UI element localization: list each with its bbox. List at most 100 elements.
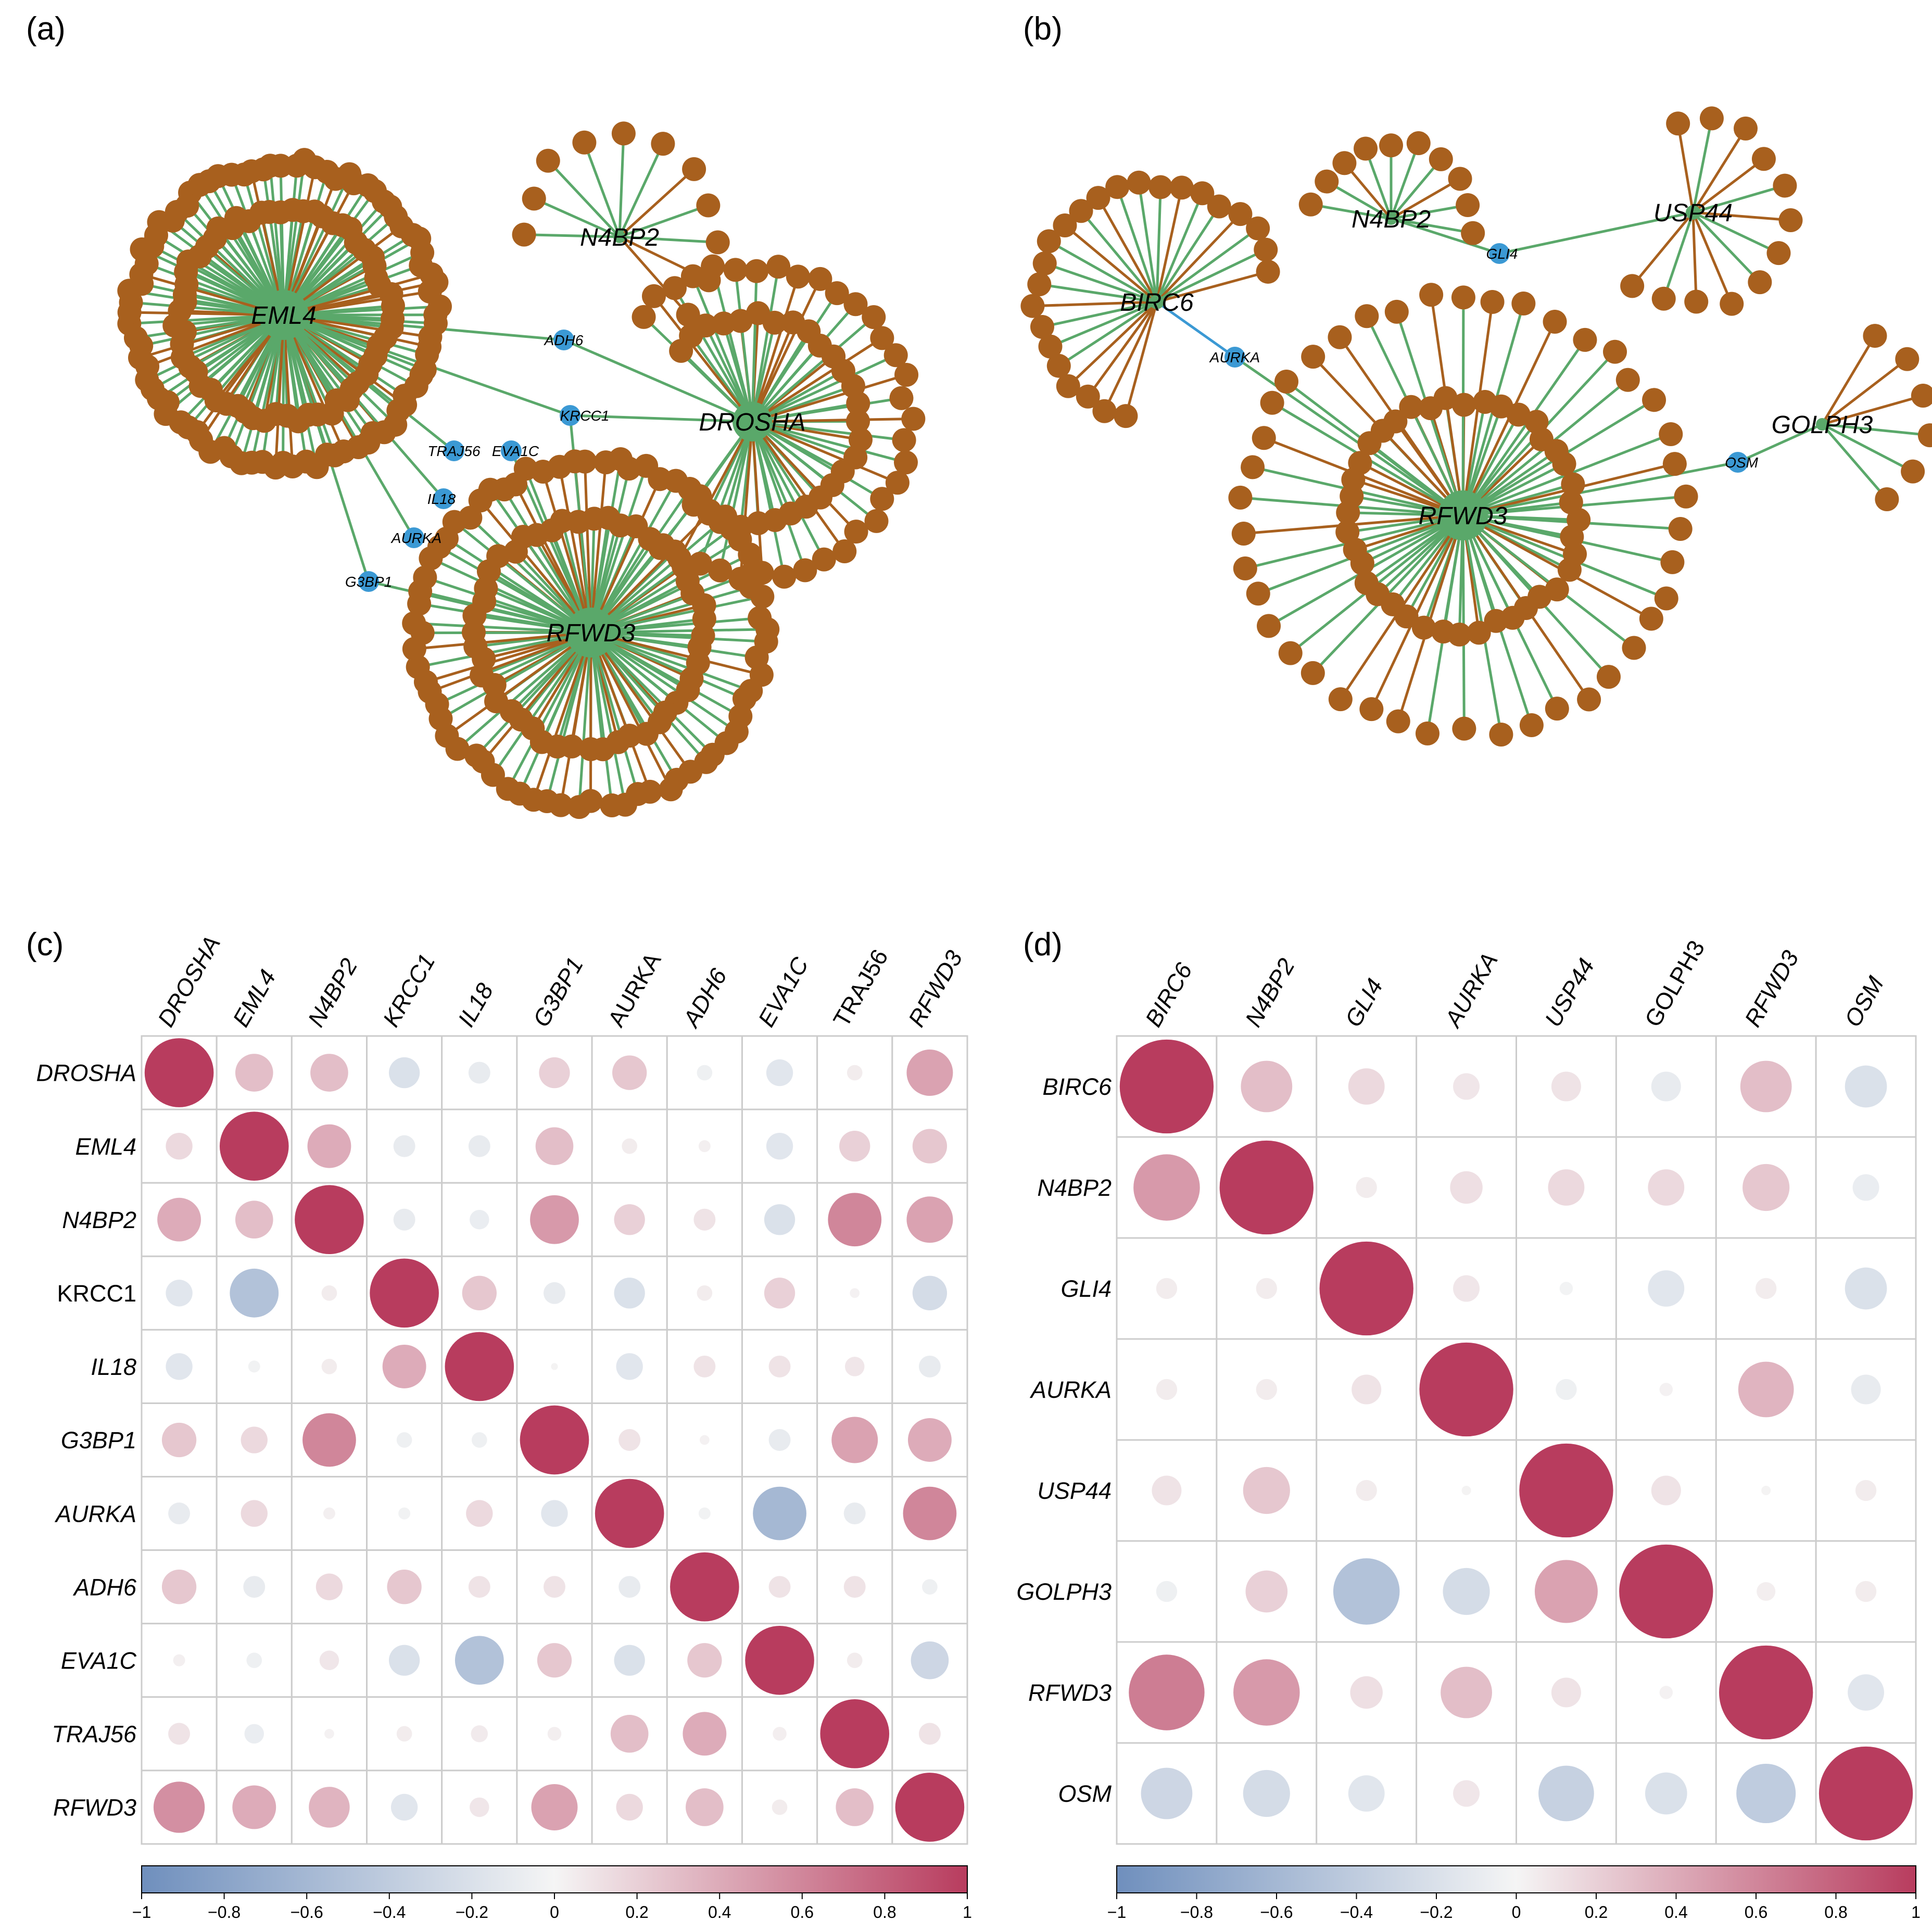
column-label: IL18 (452, 979, 498, 1031)
correlation-circle (445, 1332, 514, 1401)
correlation-circle (618, 1576, 641, 1598)
network-edge (751, 276, 800, 422)
network-edge (751, 421, 806, 571)
network-edge (1692, 211, 1779, 255)
correlation-circle (1348, 1068, 1385, 1105)
correlation-circle (544, 1282, 565, 1304)
matrix-cell (1316, 1540, 1418, 1643)
target-node (1543, 310, 1567, 334)
correlation-circle (1348, 1775, 1385, 1812)
correlation-circle (1659, 1686, 1673, 1699)
network-edge (283, 313, 417, 387)
target-node (892, 428, 916, 452)
colorbar-tick-label: 0.6 (1745, 1903, 1767, 1921)
correlation-circle (1551, 1071, 1581, 1102)
correlation-circle (144, 1038, 214, 1107)
network-edge (1087, 301, 1158, 398)
target-node (1301, 345, 1325, 369)
target-node (1419, 283, 1444, 307)
correlation-circle (295, 1185, 364, 1255)
colorbar-tick-label: −1 (1107, 1903, 1126, 1921)
target-node (1354, 136, 1378, 161)
correlation-circle (907, 1418, 952, 1462)
correlation-circle (1419, 1342, 1513, 1437)
target-node (832, 539, 857, 564)
target-node (632, 305, 656, 329)
correlation-circle (1243, 1770, 1290, 1817)
target-node (1622, 636, 1646, 660)
target-node (1335, 520, 1360, 544)
column-label: OSM (1839, 971, 1889, 1031)
correlation-circle (323, 1507, 335, 1520)
matrix-cell (291, 1770, 368, 1845)
target-node (512, 222, 536, 247)
row-label: AURKA (54, 1500, 136, 1527)
network-edge (752, 373, 907, 423)
target-node (1092, 399, 1117, 423)
correlation-circle (1551, 1677, 1581, 1708)
network-b-labels: GLI4 AURKA OSM BIRC6 N4BP2 USP44 RFWD3 GOLPH3 (1120, 199, 1873, 530)
colorbar-tick-label: 0 (1512, 1903, 1521, 1921)
connector-label: IL18 (427, 491, 456, 507)
target-node (793, 558, 817, 583)
target-node (423, 302, 448, 327)
network-edge (751, 316, 875, 423)
network-edge (699, 421, 754, 564)
target-node (1298, 192, 1323, 217)
network-edge (282, 314, 318, 467)
network-edge (282, 190, 376, 316)
correlation-circle (918, 1355, 941, 1377)
correlation-circle (324, 1728, 334, 1739)
target-node (1467, 621, 1491, 645)
target-node (1411, 615, 1436, 640)
target-node (692, 606, 716, 631)
correlation-circle (1141, 1767, 1193, 1819)
correlation-circle (246, 1652, 262, 1669)
network-a-nodes (117, 121, 926, 819)
correlation-circle (820, 1699, 890, 1768)
correlation-circle (468, 1135, 490, 1157)
correlation-circle (471, 1432, 487, 1448)
target-node (723, 258, 748, 282)
network-edge (1156, 270, 1269, 304)
colorbar (1116, 1865, 1916, 1893)
network-edge (751, 421, 878, 522)
network-edge (479, 499, 592, 634)
network-edge (446, 631, 592, 737)
network-edge (691, 275, 754, 422)
correlation-circle (219, 1111, 289, 1181)
correlation-circle (699, 1435, 710, 1445)
connector-edge (1499, 211, 1694, 255)
column-label: AURKA (1439, 948, 1503, 1032)
network-edge (1691, 212, 1698, 302)
colorbar-tick-label: 0.2 (1585, 1903, 1608, 1921)
network-edge (456, 631, 592, 750)
correlation-circle (1855, 1480, 1877, 1501)
network-edge (751, 421, 825, 560)
target-node (662, 276, 687, 300)
network-edge (283, 273, 432, 317)
correlation-circle (1453, 1073, 1480, 1100)
correlation-circle (168, 1502, 191, 1525)
target-node (825, 281, 849, 306)
target-node (889, 386, 914, 410)
correlation-circle (321, 1359, 337, 1374)
target-node (413, 565, 437, 590)
correlation-circle (1156, 1379, 1178, 1400)
target-node (600, 793, 624, 817)
target-node (846, 409, 870, 434)
column-label: BIRC6 (1140, 958, 1197, 1031)
row-label: TRAJ56 (52, 1721, 137, 1748)
network-edge (425, 631, 591, 684)
correlation-circle (903, 1486, 957, 1540)
target-node (1105, 175, 1130, 199)
correlation-circle (753, 1486, 806, 1540)
network-edge (1693, 184, 1786, 214)
connector-node (444, 440, 464, 461)
hub-node (259, 290, 309, 340)
target-node (1300, 661, 1325, 685)
target-node (1662, 452, 1687, 476)
network-edge (1390, 158, 1442, 220)
network-edge (189, 192, 285, 316)
network-edge (1692, 211, 1761, 283)
